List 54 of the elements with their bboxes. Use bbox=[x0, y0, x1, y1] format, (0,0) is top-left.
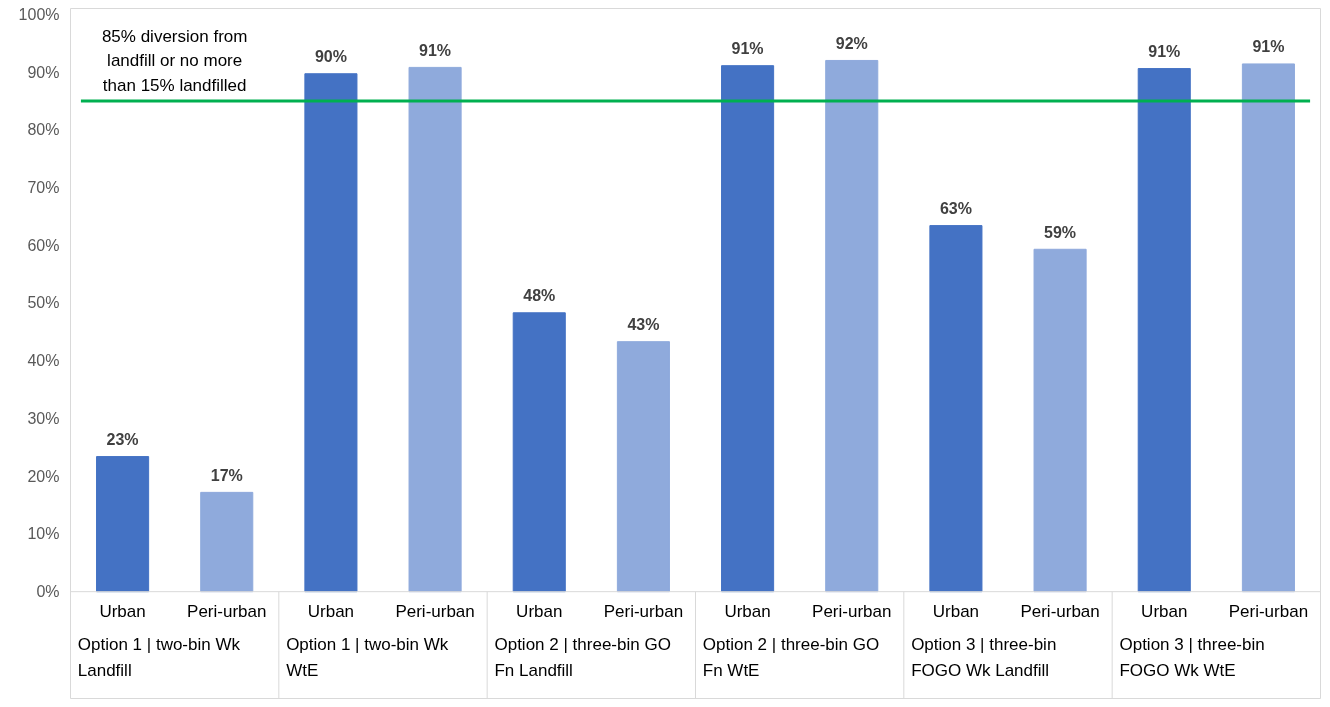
x-tick-label: Peri-urban bbox=[1020, 602, 1100, 622]
text: Option 1 | two-bin Wk Landfill bbox=[77, 634, 241, 680]
y-tick-label: 90% bbox=[27, 63, 60, 81]
data-label: 59% bbox=[1044, 223, 1077, 241]
y-tick-label: 60% bbox=[27, 236, 60, 254]
bar bbox=[200, 491, 254, 593]
y-tick-label: 20% bbox=[27, 467, 60, 485]
data-label: 91% bbox=[731, 40, 764, 57]
y-tick-label: 10% bbox=[27, 525, 60, 543]
x-tick-label: Urban bbox=[932, 602, 980, 622]
ref-line-label: 85% diversion from landfill or no more than 15% landfilled bbox=[101, 26, 248, 96]
data-label: 90% bbox=[314, 48, 347, 66]
data-label: 63% bbox=[939, 199, 972, 217]
bar bbox=[96, 456, 150, 593]
y-tick-label: 70% bbox=[27, 179, 60, 196]
bar bbox=[1137, 68, 1191, 593]
data-label: 92% bbox=[835, 34, 868, 52]
bar bbox=[304, 73, 358, 593]
bar bbox=[1033, 248, 1087, 593]
x-tick-label: Urban bbox=[1141, 602, 1188, 622]
data-label: 91% bbox=[419, 41, 452, 59]
x-tick-label: Peri-urban bbox=[187, 602, 267, 622]
bar bbox=[825, 59, 879, 593]
bar bbox=[512, 312, 566, 593]
text: Option 3 | three-bin FOGO Wk WtE bbox=[1119, 634, 1265, 680]
data-label: 91% bbox=[1148, 42, 1181, 60]
x-tick-label: Urban bbox=[307, 602, 355, 622]
data-label: 91% bbox=[1252, 38, 1285, 56]
x-tick-label: Peri-urban bbox=[812, 602, 892, 622]
text: Option 1 | two-bin Wk WtE bbox=[286, 634, 449, 680]
bar bbox=[408, 66, 462, 593]
y-tick-label: 80% bbox=[27, 121, 60, 139]
text: Option 2 | three-bin GO Fn Landfill bbox=[494, 634, 671, 680]
text: Option 3 | three-bin FOGO Wk Landfill bbox=[911, 634, 1057, 680]
data-label: 43% bbox=[627, 316, 660, 333]
x-tick-label: Urban bbox=[99, 602, 146, 622]
bar bbox=[1241, 63, 1295, 593]
x-tick-label: Urban bbox=[516, 602, 563, 622]
y-tick-label: 40% bbox=[27, 352, 60, 370]
data-label: 48% bbox=[523, 287, 556, 305]
data-label: 17% bbox=[210, 466, 243, 484]
x-tick-label: Urban bbox=[724, 602, 771, 622]
data-label: 23% bbox=[106, 430, 139, 448]
x-tick-label: Peri-urban bbox=[603, 602, 684, 622]
y-tick-label: 0% bbox=[36, 583, 60, 601]
bar bbox=[616, 341, 670, 593]
y-tick-label: 50% bbox=[27, 294, 60, 312]
bar bbox=[929, 225, 983, 593]
bar bbox=[721, 65, 775, 593]
y-tick-label: 30% bbox=[27, 409, 60, 427]
y-tick-label: 100% bbox=[18, 5, 60, 23]
x-tick-label: Peri-urban bbox=[1228, 602, 1309, 622]
text: Option 2 | three-bin GO Fn WtE bbox=[702, 634, 880, 680]
x-tick-label: Peri-urban bbox=[395, 602, 475, 622]
